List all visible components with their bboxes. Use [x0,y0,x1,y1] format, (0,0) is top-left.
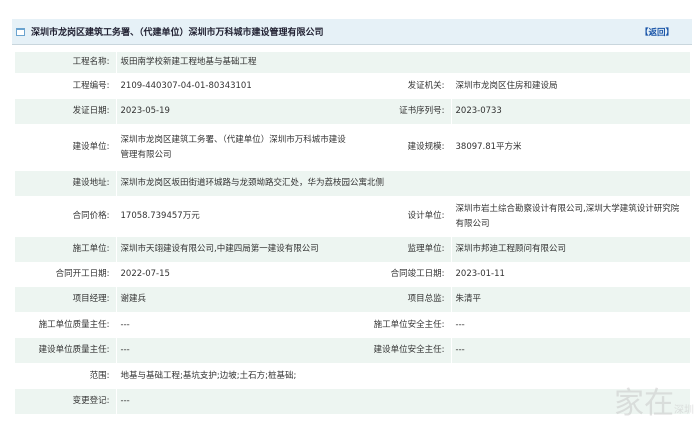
field-label: 项目总监: [351,287,451,312]
watermark-subtext: 深圳 [674,405,694,416]
field-label: 项目经理: [15,287,116,312]
window-icon [16,27,25,36]
field-label: 工程编号: [72,80,110,91]
watermark-text: 家在 [614,386,674,421]
field-value: 地基与基础工程;基坑支护;边坡;土石方;桩基础; [115,363,690,389]
field-label: 合同开工日期: [55,269,110,279]
field-value: 深圳市龙岗区坂田街道环城路与龙颈坳路交汇处，华为荔枝园公寓北侧 [115,171,690,196]
detail-row: 建设单位: 深圳市龙岗区建筑工务署、（代建单位）深圳市万科城市建设管理有限公司 建设… [15,124,690,171]
field-value: 2023-05-19 [115,99,351,124]
watermark-logo: 家在深圳 [614,378,694,422]
field-value: 2109-440307-04-01-80343101 [115,73,351,99]
field-value: --- [450,338,690,363]
field-value: 2023-0733 [450,99,690,124]
field-label: 发证日期: [15,99,116,124]
detail-row: 工程名称: 坂田南学校新建工程地基与基础工程 [15,52,690,73]
field-label: 施工单位质量主任: [38,319,110,330]
page-header: 深圳市龙岗区建筑工务署、（代建单位）深圳市万科城市建设管理有限公司 【返回】 [12,19,692,45]
field-value: --- [115,389,690,414]
field-label: 建设单位安全主任: [351,338,451,363]
field-value: 2023-01-11 [450,262,690,287]
field-label: 施工单位: [15,237,116,262]
field-value: --- [115,338,351,363]
field-label: 合同竣工日期: [390,269,445,279]
field-label: 变更登记: [15,389,116,414]
detail-row: 工程编号: 2109-440307-04-01-80343101 发证机关: 深圳市龙… [15,73,690,99]
detail-row: 建设地址: 深圳市龙岗区坂田街道环城路与龙颈坳路交汇处，华为荔枝园公寓北侧 [15,171,690,196]
back-link[interactable]: 【返回】 [639,27,674,38]
page-title: 深圳市龙岗区建筑工务署、（代建单位）深圳市万科城市建设管理有限公司 [31,28,324,38]
field-label: 建设单位: [72,142,110,152]
field-value: 2022-07-15 [115,262,351,287]
field-value: 深圳市岩土综合勘察设计有限公司,深圳大学建筑设计研究院有限公司 [450,196,690,237]
field-label: 范围: [89,370,110,381]
detail-row: 变更登记: --- [15,389,690,414]
field-value: --- [450,312,690,338]
field-value: 朱清平 [450,287,690,312]
detail-row: 施工单位质量主任: --- 施工单位安全主任: --- [15,312,690,338]
field-label: 建设单位质量主任: [15,338,116,363]
field-value: 深圳市龙岗区建筑工务署、（代建单位）深圳市万科城市建设管理有限公司 [115,124,351,171]
detail-row: 项目经理: 谢建兵 项目总监: 朱清平 [15,287,690,312]
field-value: 谢建兵 [115,287,351,312]
detail-row: 合同价格: 17058.739457万元 设计单位: 深圳市岩土综合勘察设计有限公司,… [15,196,690,237]
field-label: 合同价格: [72,211,110,221]
detail-row: 发证日期: 2023-05-19 证书序列号: 2023-0733 [15,99,690,124]
field-label: 证书序列号: [351,99,451,124]
detail-row: 范围: 地基与基础工程;基坑支护;边坡;土石方;桩基础; [15,363,690,389]
field-label: 建设地址: [15,171,116,196]
field-value: 17058.739457万元 [115,196,351,237]
field-label: 工程名称: [15,52,116,73]
field-value: 坂田南学校新建工程地基与基础工程 [115,52,690,73]
field-label: 监理单位: [351,237,451,262]
detail-row: 施工单位: 深圳市天翊建设有限公司,中建四局第一建设有限公司 监理单位: 深圳市邦迪工… [15,237,690,262]
permit-details-table: 工程名称: 坂田南学校新建工程地基与基础工程 工程编号: 2109-440307-04… [15,52,690,414]
field-label: 设计单位: [407,211,445,221]
detail-row: 建设单位质量主任: --- 建设单位安全主任: --- [15,338,690,363]
field-value: 深圳市邦迪工程顾问有限公司 [450,237,690,262]
field-label: 施工单位安全主任: [373,319,445,330]
field-value: 深圳市天翊建设有限公司,中建四局第一建设有限公司 [115,237,351,262]
field-value: --- [115,312,351,338]
field-label: 建设规模: [407,142,445,152]
field-value: 38097.81平方米 [450,124,690,171]
field-value: 深圳市龙岗区住房和建设局 [450,73,690,99]
field-label: 发证机关: [407,80,445,91]
detail-row: 合同开工日期: 2022-07-15 合同竣工日期: 2023-01-11 [15,262,690,287]
